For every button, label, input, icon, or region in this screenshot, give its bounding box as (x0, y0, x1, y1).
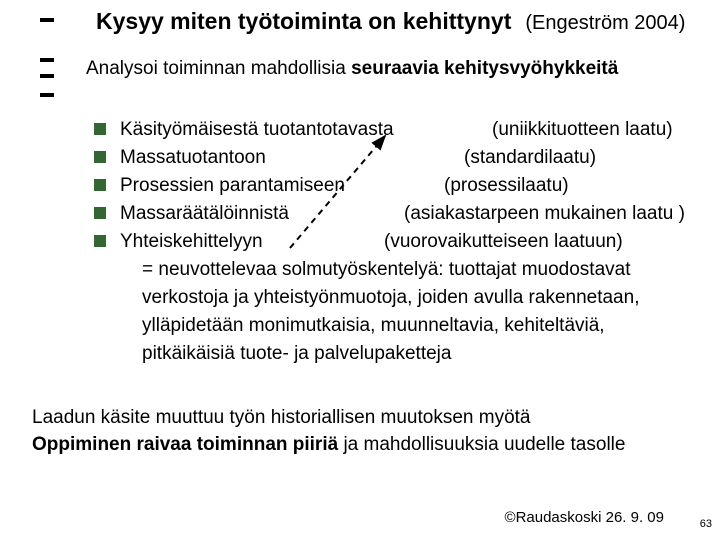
item-right: (vuorovaikutteiseen laatuun) (384, 228, 623, 256)
bullet-icon (94, 151, 106, 163)
slide: Kysyy miten työtoiminta on kehittynyt (E… (0, 0, 720, 540)
slide-title: Kysyy miten työtoiminta on kehittynyt (96, 8, 511, 35)
bottom-line-2-bold: Oppiminen raivaa toiminnan piiriä (32, 434, 338, 455)
title-citation: (Engeström 2004) (525, 12, 685, 35)
item-left: Massaräätälöinnistä (120, 203, 289, 224)
bullet-icon (94, 179, 106, 191)
bullet-icon (94, 235, 106, 247)
page-number: 63 (700, 518, 712, 530)
tick-mark (40, 74, 54, 78)
item-right: (standardilaatu) (464, 144, 596, 172)
continuation-line: ylläpidetään monimutkaisia, muunneltavia… (94, 312, 700, 340)
continuation-line: = neuvottelevaa solmutyöskentelyä: tuott… (94, 256, 700, 284)
bottom-line-2: Oppiminen raivaa toiminnan piiriä ja mah… (32, 431, 625, 458)
continuation-line: verkostoja ja yhteistyönmuotoja, joiden … (94, 284, 700, 312)
tick-mark (40, 18, 54, 22)
item-left: Käsityömäisestä tuotantotavasta (120, 119, 394, 140)
list-item: Yhteiskehittelyyn (vuorovaikutteiseen laa… (94, 228, 700, 256)
bullet-icon (94, 123, 106, 135)
list-item: Massaräätälöinnistä (asiakastarpeen mukai… (94, 200, 700, 228)
subtitle-bold: seuraavia kehitysvyöhykkeitä (351, 58, 618, 79)
item-left: Prosessien parantamiseen (120, 175, 345, 196)
item-right: (prosessilaatu) (444, 172, 569, 200)
bullet-icon (94, 207, 106, 219)
bullet-list: Käsityömäisestä tuotantotavasta (uniikkit… (94, 116, 700, 368)
list-item: Käsityömäisestä tuotantotavasta (uniikkit… (94, 116, 700, 144)
subtitle-pre: Analysoi toiminnan mahdollisia (86, 58, 351, 79)
subtitle-row: Analysoi toiminnan mahdollisia seuraavia… (86, 58, 618, 80)
tick-mark (40, 58, 54, 62)
item-right: (uniikkituotteen laatu) (492, 116, 673, 144)
bottom-line-2-rest: ja mahdollisuuksia uudelle tasolle (338, 434, 625, 455)
footer-credit: ©Raudaskoski 26. 9. 09 (505, 509, 664, 526)
bottom-line-1: Laadun käsite muuttuu työn historiallise… (32, 404, 625, 431)
item-right: (asiakastarpeen mukainen laatu ) (404, 200, 685, 228)
item-left: Yhteiskehittelyyn (120, 231, 263, 252)
list-item: Massatuotantoon (standardilaatu) (94, 144, 700, 172)
title-row: Kysyy miten työtoiminta on kehittynyt (E… (96, 8, 712, 35)
tick-mark (40, 93, 54, 97)
list-item: Prosessien parantamiseen (prosessilaatu) (94, 172, 700, 200)
item-left: Massatuotantoon (120, 147, 266, 168)
continuation-line: pitkäikäisiä tuote- ja palvelupaketteja (94, 340, 700, 368)
bottom-text: Laadun käsite muuttuu työn historiallise… (32, 404, 625, 458)
